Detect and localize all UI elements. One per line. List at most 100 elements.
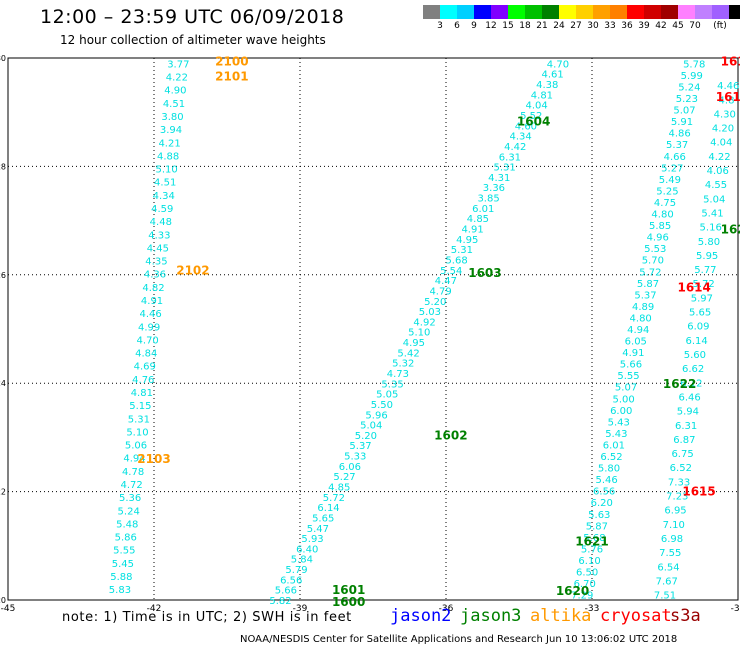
swh-value: 4.35 <box>145 257 167 268</box>
swh-value: 4.81 <box>531 90 553 101</box>
swh-value: 6.14 <box>317 503 339 514</box>
pass-number-label: 1603 <box>468 266 501 280</box>
color-swatch <box>525 5 542 19</box>
color-scale-label: 9 <box>471 21 477 31</box>
swh-value: 5.68 <box>445 255 467 266</box>
swh-value: 5.37 <box>349 441 371 452</box>
swh-value: 4.84 <box>135 349 157 360</box>
swh-value: 6.46 <box>678 392 700 403</box>
swh-value: 5.07 <box>615 383 637 394</box>
swh-value: 4.91 <box>141 296 163 307</box>
swh-value: 6.05 <box>625 337 647 348</box>
swh-value: 7.29 <box>571 591 593 602</box>
swh-value: 6.01 <box>472 204 494 215</box>
swh-value: 5.31 <box>451 245 473 256</box>
color-swatch <box>542 5 559 19</box>
swh-value: 4.73 <box>387 369 409 380</box>
swh-value: 5.63 <box>588 510 610 521</box>
swh-value: 4.8 <box>719 95 735 106</box>
swh-value: 4.22 <box>708 152 730 163</box>
lat-tick-label: 20 <box>0 596 6 605</box>
color-swatch <box>627 5 644 19</box>
swh-value: 4.80 <box>630 313 652 324</box>
swh-value: 7.51 <box>654 591 676 602</box>
color-swatch <box>491 5 508 19</box>
lon-tick-label: -42 <box>147 604 162 614</box>
map-grid <box>7 57 739 601</box>
swh-value: 5.46 <box>595 475 617 486</box>
color-scale-labels: 3 6 9 12 15 18 21 24 27 30 33 36 39 42 45 70 (ft) <box>423 21 740 35</box>
swh-value: 5.04 <box>360 421 382 432</box>
swh-value: 5.55 <box>113 546 135 557</box>
swh-value: 5.10 <box>126 427 148 438</box>
color-swatch <box>593 5 610 19</box>
swh-value: 4.81 <box>131 388 153 399</box>
swh-value: 6.70 <box>574 579 596 590</box>
swh-value: 5.36 <box>119 493 141 504</box>
color-scale-label: 45 <box>672 21 684 31</box>
swh-value: 5.31 <box>128 414 150 425</box>
swh-value: 5.03 <box>419 307 441 318</box>
color-scale-label: 27 <box>570 21 582 31</box>
swh-value: 5.43 <box>605 429 627 440</box>
pass-number-label: 162 <box>721 223 740 237</box>
color-swatch <box>457 5 474 19</box>
swh-value: 4.92 <box>413 317 435 328</box>
swh-value: 4.34 <box>509 132 531 143</box>
swh-value: 6.00 <box>610 406 632 417</box>
swh-value: 6.95 <box>664 506 686 517</box>
swh-value: 5.43 <box>608 417 630 428</box>
pass-number-label: 2103 <box>137 452 170 466</box>
swh-value: 4.82 <box>142 283 164 294</box>
swh-value: 5.35 <box>381 379 403 390</box>
swh-value: 5.78 <box>683 59 705 70</box>
color-swatch <box>576 5 593 19</box>
swh-value: 5.72 <box>693 279 715 290</box>
swh-value: 4.95 <box>403 338 425 349</box>
swh-value: 4.78 <box>122 467 144 478</box>
lat-tick-label: 24 <box>0 379 6 388</box>
swh-value: 5.96 <box>365 410 387 421</box>
color-scale-label: 39 <box>638 21 650 31</box>
swh-value: 5.06 <box>125 441 147 452</box>
swh-value: 5.66 <box>620 360 642 371</box>
swh-value: 5.85 <box>649 221 671 232</box>
color-scale-label: (ft) <box>713 21 727 31</box>
swh-value: 3.94 <box>160 125 182 136</box>
swh-value: 6.56 <box>280 575 302 586</box>
swh-value: 4.36 <box>144 270 166 281</box>
legend-cryosat: cryosat <box>600 606 672 626</box>
swh-value: 4.46 <box>717 81 739 92</box>
swh-value: 5.87 <box>586 521 608 532</box>
swh-value: 5.86 <box>115 533 137 544</box>
swh-value: 4.60 <box>515 121 537 132</box>
swh-value: 4.86 <box>668 129 690 140</box>
swh-value: 4.59 <box>151 204 173 215</box>
swh-value: 5.33 <box>344 452 366 463</box>
swh-value: 5.99 <box>681 71 703 82</box>
legend-s3a: s3a <box>670 606 701 626</box>
swh-value: 4.91 <box>461 225 483 236</box>
swh-value: 5.49 <box>659 175 681 186</box>
swh-value: 4.46 <box>139 309 161 320</box>
swh-value: 6.01 <box>603 440 625 451</box>
swh-value: 4.76 <box>132 375 154 386</box>
swh-value: 3.80 <box>161 112 183 123</box>
pass-number-label: 1601 <box>332 583 365 597</box>
swh-value: 5.23 <box>676 94 698 105</box>
pass-number-label: 1621 <box>575 534 608 548</box>
swh-value: 6.50 <box>576 567 598 578</box>
color-swatch <box>661 5 678 19</box>
swh-value: 4.70 <box>137 335 159 346</box>
swh-value: 5.65 <box>312 513 334 524</box>
swh-value: 6.40 <box>296 544 318 555</box>
swh-value: 7.67 <box>656 576 678 587</box>
swh-value: 5.10 <box>156 165 178 176</box>
swh-value: 6.10 <box>578 556 600 567</box>
swh-value: 5.95 <box>696 251 718 262</box>
swh-value: 4.48 <box>150 217 172 228</box>
lat-tick-label: 22 <box>0 488 6 497</box>
swh-value: 5.31 <box>493 163 515 174</box>
swh-value: 5.00 <box>613 394 635 405</box>
swh-value: 4.31 <box>488 173 510 184</box>
